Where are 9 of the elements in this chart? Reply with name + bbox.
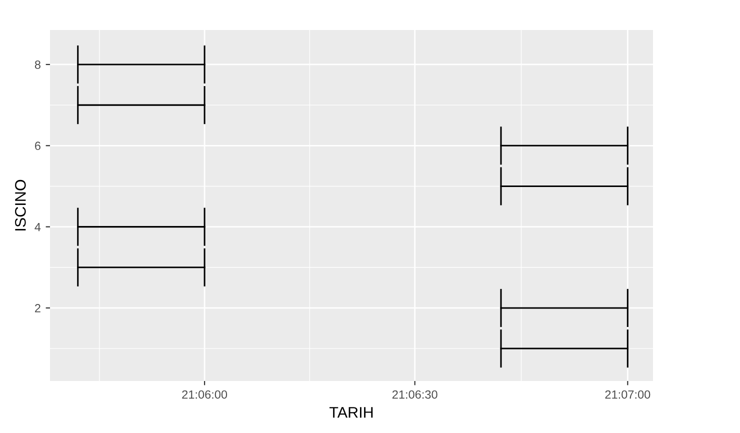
y-tick-label: 6	[35, 142, 40, 150]
y-axis-title: ISCINO	[15, 180, 26, 230]
x-tick-label: 21:06:30	[392, 390, 438, 399]
x-axis-title: TARIH	[329, 407, 373, 418]
y-tick-label: 4	[34, 222, 41, 232]
y-tick-label: 8	[34, 60, 40, 69]
x-tick-label: 21:07:00	[605, 390, 650, 399]
y-tick-label: 2	[35, 304, 40, 312]
x-tick-label: 21:06:00	[182, 390, 228, 399]
